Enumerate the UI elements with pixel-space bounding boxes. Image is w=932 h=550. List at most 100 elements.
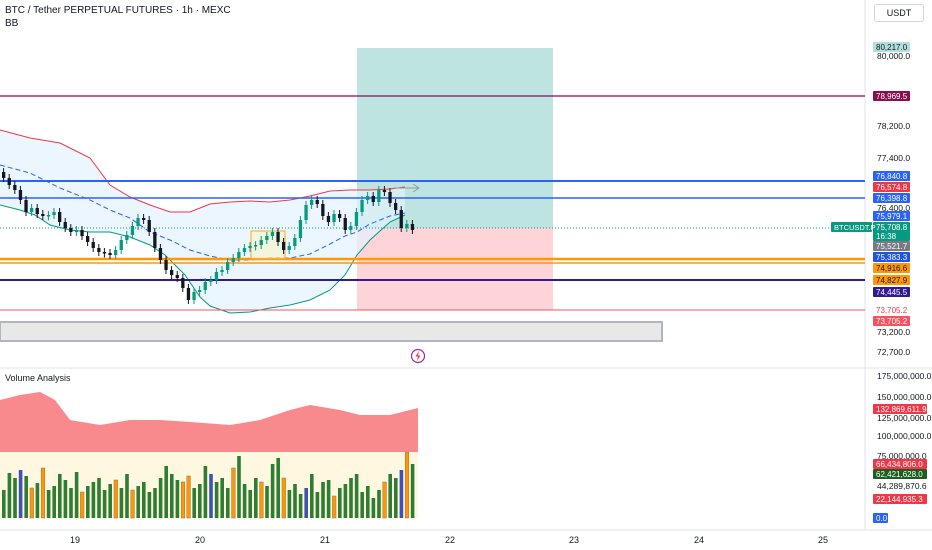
volume-label: 66,434,806.0 bbox=[876, 460, 923, 469]
volume-bar bbox=[321, 482, 325, 518]
time-tick: 23 bbox=[569, 535, 579, 545]
volume-bar bbox=[360, 492, 364, 518]
candle bbox=[399, 210, 403, 228]
price-label-bg bbox=[873, 222, 910, 232]
volume-bar bbox=[304, 488, 308, 518]
volume-bar bbox=[254, 478, 258, 518]
symbol-title: BTC / Tether PERPETUAL FUTURES · 1h · ME… bbox=[5, 5, 231, 16]
candle bbox=[58, 212, 62, 222]
volume-bar bbox=[153, 488, 157, 518]
volume-bar bbox=[265, 486, 269, 518]
candle bbox=[304, 205, 308, 220]
volume-bar bbox=[338, 488, 342, 518]
candle bbox=[198, 290, 202, 292]
volume-bar bbox=[113, 479, 118, 519]
volume-tick: 44,289,870.6 bbox=[877, 481, 927, 491]
bb-indicator-label[interactable]: BB bbox=[5, 18, 19, 29]
price-label-bg bbox=[873, 241, 910, 251]
volume-bar bbox=[220, 478, 224, 518]
candle bbox=[377, 190, 381, 202]
symbol-tag: BTCUSDT.P bbox=[834, 223, 876, 232]
candle bbox=[226, 262, 230, 270]
candle bbox=[102, 252, 107, 254]
candle bbox=[46, 215, 51, 217]
candle bbox=[371, 196, 375, 202]
candle bbox=[343, 218, 347, 230]
candle bbox=[360, 200, 364, 212]
price-label: 16:38 bbox=[876, 232, 897, 241]
price-label: 76,840.8 bbox=[876, 172, 908, 181]
volume-bar bbox=[410, 464, 415, 518]
volume-bar bbox=[276, 458, 280, 518]
volume-bar bbox=[404, 451, 410, 519]
candle bbox=[388, 192, 392, 203]
volume-bar bbox=[248, 490, 252, 518]
candle bbox=[354, 212, 359, 226]
price-label: 74,916.6 bbox=[876, 264, 908, 273]
price-label-bg bbox=[873, 171, 910, 181]
volume-bar bbox=[326, 480, 331, 518]
volume-bar bbox=[242, 484, 247, 518]
volume-bar bbox=[175, 480, 180, 518]
volume-bar bbox=[343, 484, 348, 518]
candle bbox=[209, 280, 213, 282]
volume-bar bbox=[170, 474, 174, 518]
volume-bar bbox=[287, 490, 292, 518]
candle bbox=[142, 218, 146, 220]
price-label: 78,969.5 bbox=[876, 92, 908, 101]
candle bbox=[276, 232, 280, 242]
candle bbox=[52, 212, 56, 215]
candle bbox=[298, 220, 303, 238]
price-label: 73,705.2 bbox=[876, 306, 908, 315]
price-label: 75,383.3 bbox=[876, 253, 908, 262]
price-tick: 80,000.0 bbox=[877, 51, 910, 61]
volume-tick: 75,000,000.0 bbox=[877, 451, 927, 461]
time-tick: 21 bbox=[320, 535, 330, 545]
volume-bar bbox=[180, 481, 186, 519]
time-tick: 20 bbox=[195, 535, 205, 545]
bb-lower-line bbox=[0, 204, 406, 314]
volume-bar bbox=[332, 495, 337, 519]
bb-upper-line bbox=[0, 129, 406, 213]
candle bbox=[293, 238, 297, 246]
candle bbox=[338, 214, 342, 218]
volume-bar bbox=[158, 478, 163, 518]
price-label: 75,521.7 bbox=[876, 242, 908, 251]
volume-bar bbox=[18, 470, 23, 518]
candle bbox=[220, 270, 224, 272]
candle bbox=[192, 292, 196, 300]
volume-bar bbox=[186, 475, 191, 519]
candle bbox=[69, 228, 73, 232]
volume-tick: 100,000,000.0 bbox=[877, 431, 932, 441]
candle bbox=[108, 253, 112, 255]
candle bbox=[366, 196, 370, 200]
price-label: 80,217.0 bbox=[876, 43, 908, 52]
time-tick: 22 bbox=[445, 535, 455, 545]
volume-bar bbox=[24, 476, 28, 518]
arrow-head bbox=[412, 183, 420, 193]
price-tick: 78,200.0 bbox=[877, 121, 910, 131]
candle bbox=[270, 232, 275, 236]
volume-bar bbox=[147, 492, 152, 518]
candle bbox=[91, 242, 95, 248]
volume-tick: 125,000,000.0 bbox=[877, 413, 932, 423]
price-label-bg bbox=[873, 305, 910, 315]
candle bbox=[130, 226, 135, 235]
volume-bar bbox=[86, 486, 90, 518]
price-tick: 77,400.0 bbox=[877, 153, 910, 163]
currency-button[interactable]: USDT bbox=[874, 4, 924, 22]
flash-icon[interactable] bbox=[410, 348, 426, 364]
volume-bar bbox=[108, 484, 112, 518]
volume-bar bbox=[91, 482, 96, 518]
candle bbox=[175, 275, 179, 278]
volume-analysis-title[interactable]: Volume Analysis bbox=[5, 373, 71, 383]
candle bbox=[147, 220, 151, 232]
volume-bar bbox=[394, 478, 398, 518]
volume-bar bbox=[354, 474, 359, 518]
price-label-bg bbox=[873, 182, 910, 192]
candle bbox=[231, 258, 235, 262]
volume-bar bbox=[46, 490, 51, 518]
candle bbox=[41, 214, 45, 216]
